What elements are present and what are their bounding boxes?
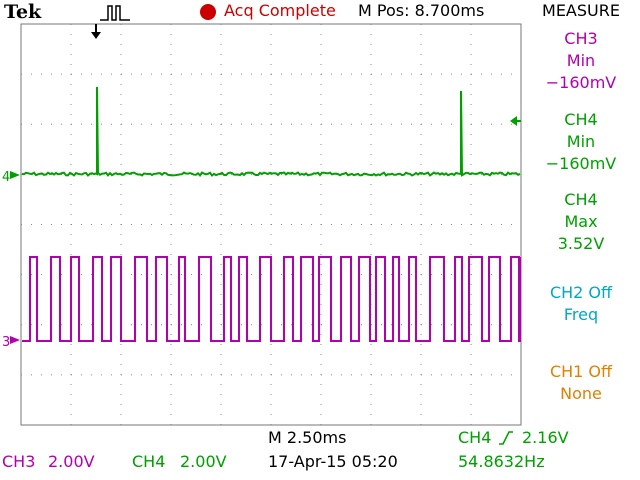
measure-source: CH1 Off xyxy=(549,362,613,381)
measure-type: None xyxy=(560,384,602,403)
trigger-level-icon xyxy=(510,116,521,126)
measure-source: CH3 xyxy=(564,29,598,48)
measure-source: CH4 xyxy=(564,190,598,209)
trigger-position-icon xyxy=(91,24,101,39)
trigger-frequency: 54.8632Hz xyxy=(458,452,545,471)
measure-item-3[interactable]: CH4 Max 3.52V xyxy=(522,189,640,255)
measure-panel: MEASURE CH3 Min −160mV CH4 Min −160mV CH… xyxy=(522,0,640,425)
ch3-label: CH3 xyxy=(2,452,36,471)
ch4-trace xyxy=(21,86,521,177)
brand-logo: Tek xyxy=(4,1,42,23)
trigger-source: CH4 xyxy=(458,428,492,447)
bottom-status-bar: CH3 2.00V CH4 2.00V M 2.50ms 17-Apr-15 0… xyxy=(0,425,640,480)
ch3-scale: 2.00V xyxy=(48,452,95,471)
measure-item-2[interactable]: CH4 Min −160mV xyxy=(522,109,640,175)
measure-item-4[interactable]: CH2 Off Freq xyxy=(522,282,640,326)
ch4-scale: 2.00V xyxy=(180,452,227,471)
measure-source: CH2 Off xyxy=(549,283,613,302)
measure-type: Min xyxy=(566,132,596,151)
ch3-ground-marker: 3 xyxy=(2,335,10,350)
trigger-level: 2.16V xyxy=(522,428,569,447)
measure-type: Freq xyxy=(563,305,599,324)
trigger-pulse-icon xyxy=(100,5,130,21)
measure-type: Min xyxy=(566,51,596,70)
measure-value: −160mV xyxy=(545,73,617,92)
acq-status-indicator xyxy=(200,4,216,20)
rising-edge-icon xyxy=(499,431,513,445)
measure-item-5[interactable]: CH1 Off None xyxy=(522,361,640,405)
measure-value: 3.52V xyxy=(557,234,605,253)
date-time: 17-Apr-15 05:20 xyxy=(268,452,398,471)
measure-source: CH4 xyxy=(564,110,598,129)
graticule-grid xyxy=(21,24,521,425)
acq-status-text: Acq Complete xyxy=(224,1,336,20)
ch4-label: CH4 xyxy=(132,452,166,471)
measure-title: MEASURE xyxy=(542,1,620,20)
measure-value: −160mV xyxy=(545,154,617,173)
ch3-trace xyxy=(22,256,521,342)
ch4-ground-marker: 4 xyxy=(2,170,10,185)
measure-item-1[interactable]: CH3 Min −160mV xyxy=(522,28,640,94)
measure-type: Max xyxy=(564,212,598,231)
timebase-scale: M 2.50ms xyxy=(268,428,347,447)
m-position-readout: M Pos: 8.700ms xyxy=(358,1,485,20)
top-bar: Tek Acq Complete M Pos: 8.700ms xyxy=(0,0,530,24)
